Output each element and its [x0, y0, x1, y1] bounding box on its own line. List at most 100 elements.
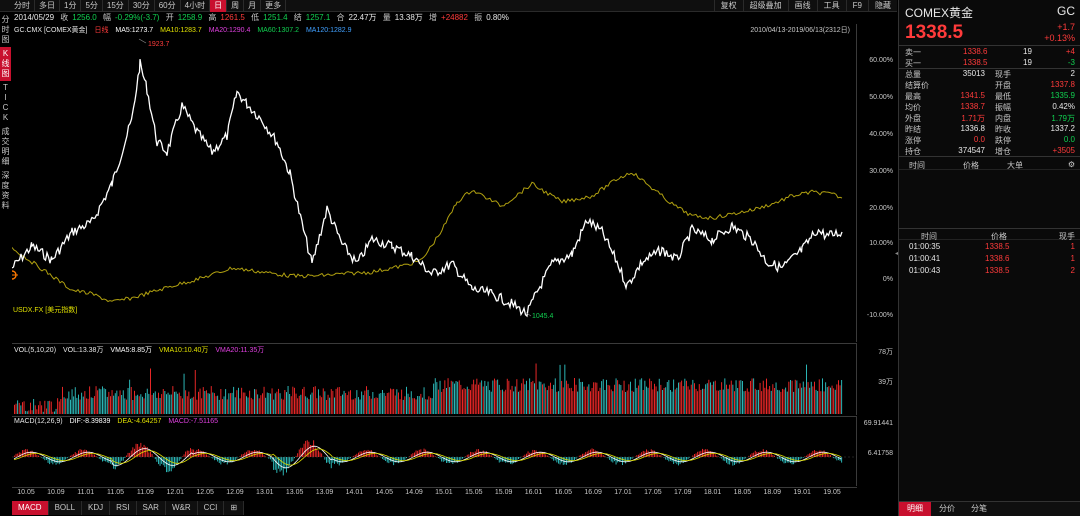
- volume-bar: [362, 395, 364, 414]
- volume-bar: [658, 378, 660, 414]
- indicator-tab[interactable]: RSI: [110, 501, 137, 515]
- date-tick-label: 17.05: [644, 489, 662, 496]
- macd-bar: [409, 456, 411, 457]
- detail-tab[interactable]: 明细: [899, 502, 931, 516]
- volume-bar: [260, 395, 262, 414]
- bid-qty: 19: [1023, 58, 1032, 67]
- volume-bar: [601, 381, 603, 414]
- volume-bar: [692, 379, 694, 414]
- view-tab[interactable]: 深度资料: [1, 171, 10, 210]
- macd-bar: [497, 457, 499, 460]
- timeframe-tab[interactable]: 更多: [261, 0, 287, 12]
- macd-bar: [273, 457, 275, 470]
- volume-bar: [86, 398, 87, 414]
- tool-button[interactable]: 复权: [713, 0, 743, 12]
- macd-bar: [122, 457, 124, 461]
- macd-bar: [578, 455, 580, 457]
- volume-bar: [436, 382, 438, 414]
- macd-bar: [612, 457, 614, 463]
- macd-bar: [586, 451, 588, 457]
- macd-bar: [34, 453, 36, 457]
- macd-bar: [119, 457, 121, 464]
- volume-bar: [446, 388, 447, 414]
- timeframe-tab[interactable]: 周: [227, 0, 245, 12]
- timeframe-tab[interactable]: 多日: [35, 0, 60, 12]
- volume-bar: [145, 393, 147, 414]
- volume-bar: [641, 378, 643, 414]
- macd-bar: [450, 457, 452, 463]
- volume-bar: [422, 397, 423, 414]
- view-tab[interactable]: 分时图: [1, 15, 10, 44]
- macd-bar: [220, 457, 222, 465]
- volume-bar: [612, 391, 614, 414]
- timeframe-tab[interactable]: 60分: [155, 0, 181, 12]
- macd-legend: MACD(12,26,9) DIF:-8.39839 DEA:-4.64257 …: [14, 418, 223, 425]
- detail-tab[interactable]: 分笔: [971, 504, 987, 513]
- settings-icon[interactable]: ⚙: [1067, 160, 1075, 169]
- macd-bar: [686, 457, 687, 460]
- macd-bar: [278, 457, 279, 469]
- volume-bar: [55, 408, 57, 414]
- macd-bar: [585, 452, 587, 457]
- timeframe-tab[interactable]: 1分: [60, 0, 82, 12]
- tool-button[interactable]: 工具: [816, 0, 846, 12]
- tool-button[interactable]: 画线: [787, 0, 817, 12]
- detail-tab[interactable]: 分价: [939, 504, 955, 513]
- macd-bar: [759, 451, 761, 457]
- quote-header: COMEX黄金 GC: [899, 0, 1080, 20]
- volume-bar: [454, 383, 455, 414]
- volume-bar: [790, 380, 791, 414]
- indicator-tab[interactable]: W&R: [166, 501, 198, 515]
- volume-bar: [634, 378, 636, 414]
- stat-row: 涨停 0.0 跌停 0.0: [899, 134, 1080, 145]
- volume-bar: [673, 379, 675, 414]
- volume-bar: [754, 388, 756, 414]
- collapse-panel-icon[interactable]: ◀: [895, 250, 900, 257]
- timeframe-tab[interactable]: 4小时: [181, 0, 211, 12]
- indicator-tab[interactable]: CCI: [198, 501, 225, 515]
- low-annotation: 1045.4: [524, 311, 554, 320]
- volume-bar: [198, 391, 199, 414]
- volume-bar: [783, 389, 785, 414]
- timeframe-tab[interactable]: 分时: [10, 0, 35, 12]
- indicator-tab[interactable]: MACD: [12, 501, 49, 515]
- tool-button[interactable]: 超级叠加: [742, 0, 788, 12]
- macd-bar: [689, 457, 691, 458]
- view-tab[interactable]: 成交明细: [1, 127, 10, 166]
- volume-bar: [630, 381, 631, 414]
- macd-bar: [802, 457, 804, 458]
- timeframe-tab[interactable]: 15分: [103, 0, 129, 12]
- timeframe-tab[interactable]: 日: [210, 0, 228, 12]
- macd-bar: [516, 457, 518, 461]
- volume-bar: [713, 381, 715, 414]
- tool-button[interactable]: 隐藏: [868, 0, 897, 12]
- macd-pane[interactable]: MACD(12,26,9) DIF:-8.39839 DEA:-4.64257 …: [12, 416, 857, 486]
- vma10-value: VMA10:10.40万: [159, 347, 209, 354]
- macd-bar: [294, 457, 295, 459]
- macd-bar: [479, 451, 481, 457]
- crosshair-marker[interactable]: [12, 270, 18, 280]
- tool-button[interactable]: F9: [845, 0, 868, 12]
- percent-tick-label: 0%: [882, 276, 893, 283]
- settle-label: 结: [293, 13, 302, 22]
- ask-row[interactable]: 卖一 1338.6 19 +4: [899, 46, 1080, 57]
- timeframe-tab[interactable]: 30分: [129, 0, 155, 12]
- indicator-tab[interactable]: SAR: [137, 501, 166, 515]
- indicator-tab[interactable]: BOLL: [49, 501, 83, 515]
- volume-bar: [657, 391, 659, 414]
- volume-bar: [642, 390, 644, 414]
- indicator-tab[interactable]: ⊞: [224, 501, 245, 515]
- volume-bar: [366, 386, 367, 414]
- volume-bar: [481, 380, 483, 414]
- bid-row[interactable]: 买一 1338.5 19 -3: [899, 57, 1080, 68]
- volume-pane[interactable]: VOL(5,10,20) VOL:13.38万 VMA5:8.85万 VMA10…: [12, 343, 857, 415]
- price-chart-pane[interactable]: GC.CMX [COMEX黄金] 日线 MA5:1273.7 MA10:1283…: [12, 24, 857, 342]
- indicator-tab[interactable]: KDJ: [82, 501, 111, 515]
- volume-bar: [129, 379, 131, 414]
- timeframe-tab[interactable]: 月: [244, 0, 262, 12]
- macd-bar: [132, 447, 134, 457]
- timeframe-tab[interactable]: 5分: [81, 0, 103, 12]
- volume-bar: [188, 391, 190, 414]
